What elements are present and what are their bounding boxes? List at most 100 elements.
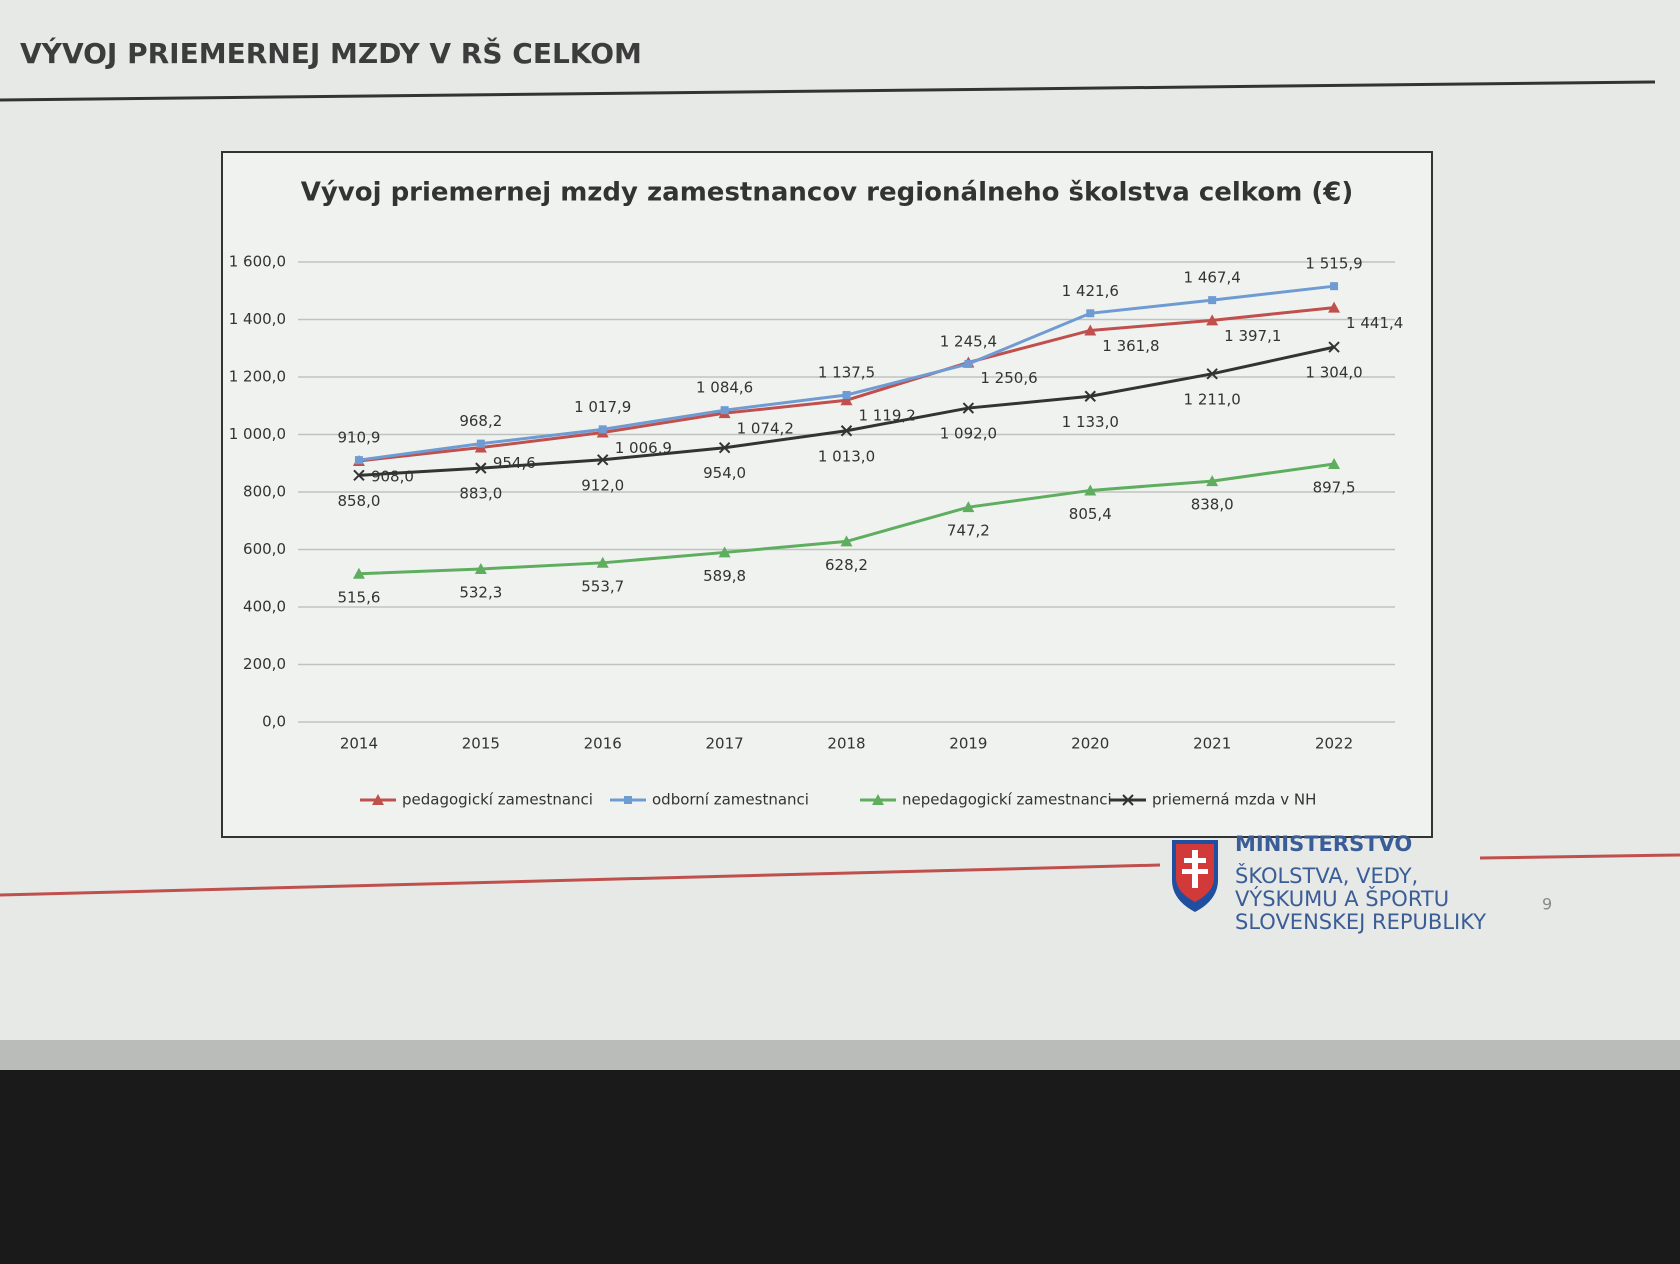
data-label: 589,8 <box>703 567 746 585</box>
marker <box>1330 282 1339 291</box>
data-label: 858,0 <box>337 492 380 510</box>
data-label: 1 441,4 <box>1346 314 1403 332</box>
legend-marker <box>372 794 384 805</box>
screen-edge <box>0 1040 1680 1070</box>
y-tick-label: 1 600,0 <box>229 253 286 271</box>
logo-text: MINISTERSTVO ŠKOLSTVA, VEDY, VÝSKUMU A Š… <box>1235 832 1486 934</box>
data-label: 1 092,0 <box>940 425 997 443</box>
marker <box>840 394 853 406</box>
data-label: 1 006,9 <box>615 439 672 457</box>
data-label: 1 361,8 <box>1102 337 1159 355</box>
data-label: 968,2 <box>459 412 502 430</box>
data-label: 628,2 <box>825 556 868 574</box>
marker <box>1086 309 1095 318</box>
x-tick-label: 2016 <box>584 735 622 753</box>
marker <box>1206 368 1218 380</box>
data-label: 747,2 <box>947 522 990 540</box>
marker <box>476 439 485 448</box>
marker <box>962 501 975 513</box>
footer-rule <box>1479 853 1680 860</box>
legend-label: priemerná mzda v NH <box>1152 791 1316 809</box>
marker <box>718 546 731 558</box>
data-label: 515,6 <box>337 588 380 606</box>
slide-title: VÝVOJ PRIEMERNEJ MZDY V RŠ CELKOM <box>20 36 642 70</box>
marker <box>720 406 729 415</box>
marker <box>964 359 973 368</box>
marker <box>474 562 487 574</box>
data-label: 1 211,0 <box>1184 390 1241 408</box>
data-label: 838,0 <box>1191 496 1234 514</box>
data-label: 1 397,1 <box>1224 327 1281 345</box>
title-rule <box>0 80 1656 102</box>
y-tick-label: 1 200,0 <box>229 368 286 386</box>
legend-label: pedagogickí zamestnanci <box>402 791 593 809</box>
x-tick-label: 2021 <box>1193 735 1231 753</box>
marker <box>598 425 607 434</box>
marker <box>1208 296 1217 305</box>
logo-line: SLOVENSKEJ REPUBLIKY <box>1235 910 1486 934</box>
data-label: 954,0 <box>703 464 746 482</box>
marker <box>840 535 853 547</box>
marker <box>840 425 853 437</box>
data-label: 1 467,4 <box>1184 269 1241 287</box>
legend-label: nepedagogickí zamestnanci <box>902 791 1112 809</box>
y-tick-label: 1 000,0 <box>229 425 286 443</box>
data-label: 1 245,4 <box>940 332 997 350</box>
marker <box>475 462 487 474</box>
marker <box>353 469 365 482</box>
data-label: 1 013,0 <box>818 447 875 465</box>
logo-line: VÝSKUMU A ŠPORTU <box>1235 886 1449 911</box>
marker <box>597 454 609 466</box>
marker <box>1084 324 1097 336</box>
data-label: 532,3 <box>459 583 502 601</box>
logo-line: ŠKOLSTVA, VEDY, <box>1235 863 1418 888</box>
marker <box>962 402 975 414</box>
data-label: 897,5 <box>1313 478 1356 496</box>
marker <box>1328 457 1341 469</box>
x-tick-label: 2020 <box>1071 735 1109 753</box>
logo-line: MINISTERSTVO <box>1235 832 1412 856</box>
data-label: 1 137,5 <box>818 363 875 381</box>
marker <box>354 456 363 465</box>
y-tick-label: 200,0 <box>243 655 286 673</box>
marker <box>842 390 851 399</box>
data-label: 1 250,6 <box>980 369 1037 387</box>
data-label: 1 304,0 <box>1305 364 1362 382</box>
y-tick-label: 1 400,0 <box>229 310 286 328</box>
x-tick-label: 2017 <box>706 735 744 753</box>
legend-marker <box>1122 794 1134 806</box>
marker <box>596 556 609 568</box>
marker <box>1206 314 1219 326</box>
x-tick-label: 2022 <box>1315 735 1353 753</box>
data-label: 1 074,2 <box>737 420 794 438</box>
data-label: 1 133,0 <box>1062 413 1119 431</box>
logo-cross <box>1182 850 1208 888</box>
data-label: 910,9 <box>337 429 380 447</box>
footer-rule <box>0 863 1161 897</box>
y-tick-label: 800,0 <box>243 483 286 501</box>
x-tick-label: 2019 <box>949 735 987 753</box>
marker <box>1328 301 1341 313</box>
legend-label: odborní zamestnanci <box>652 791 809 809</box>
chart-title: Vývoj priemernej mzdy zamestnancov regio… <box>301 178 1354 208</box>
y-tick-label: 600,0 <box>243 540 286 558</box>
data-label: 1 017,9 <box>574 398 631 416</box>
y-tick-label: 400,0 <box>243 598 286 616</box>
x-tick-label: 2018 <box>827 735 865 753</box>
data-label: 1 084,6 <box>696 379 753 397</box>
data-label: 553,7 <box>581 577 624 595</box>
marker <box>352 567 365 579</box>
legend-marker <box>624 796 632 804</box>
marker <box>1084 390 1096 402</box>
data-label: 954,6 <box>493 454 536 472</box>
x-tick-label: 2014 <box>340 735 378 753</box>
data-label: 908,0 <box>371 467 414 485</box>
y-tick-label: 0,0 <box>262 713 286 731</box>
data-label: 805,4 <box>1069 505 1112 523</box>
data-label: 1 515,9 <box>1305 255 1362 273</box>
chart-frame <box>221 151 1433 838</box>
marker <box>1328 341 1340 353</box>
x-tick-label: 2015 <box>462 735 500 753</box>
